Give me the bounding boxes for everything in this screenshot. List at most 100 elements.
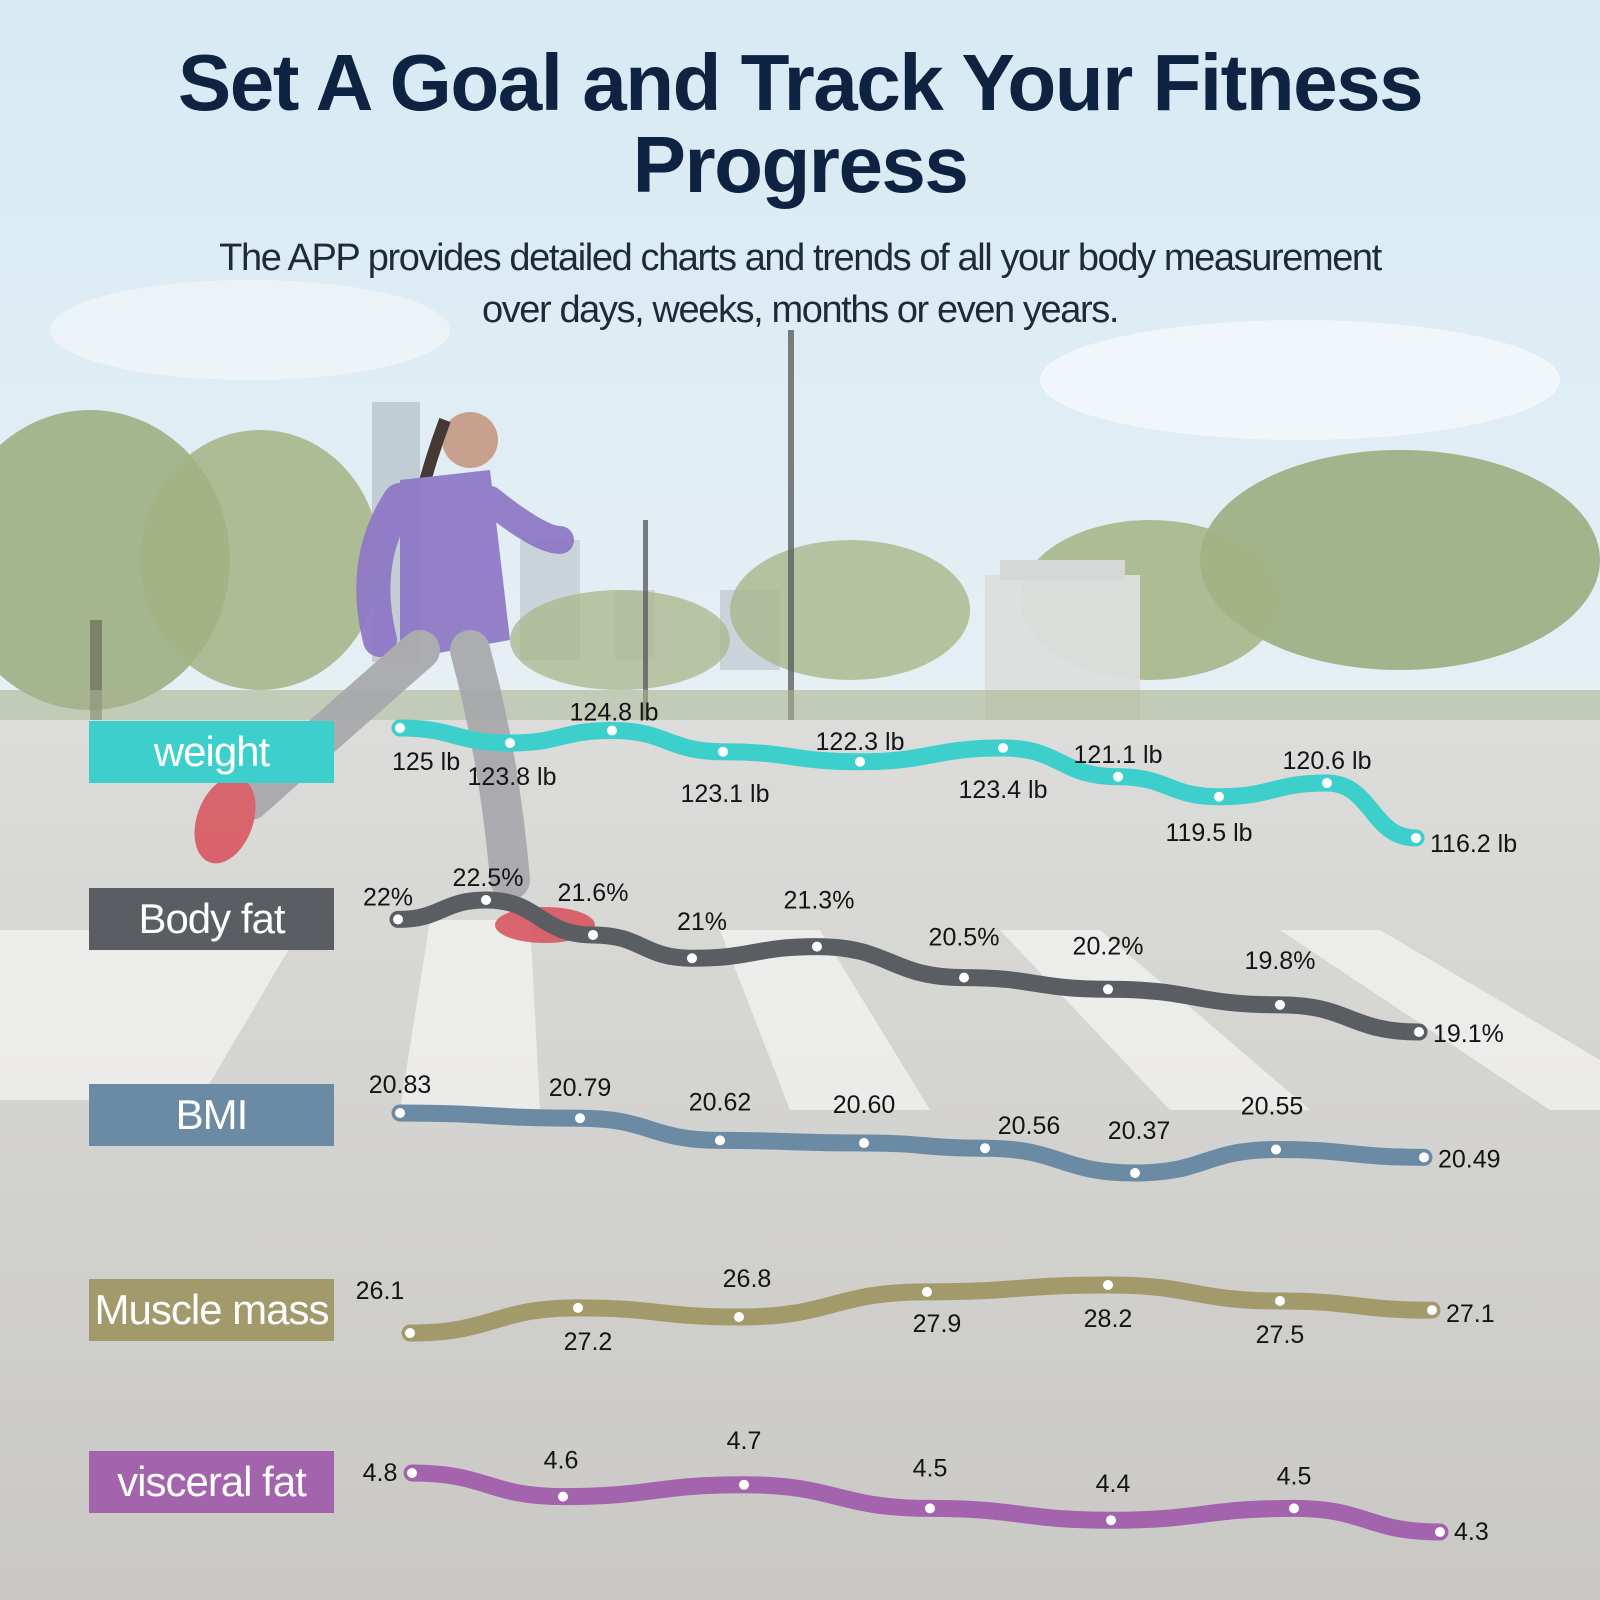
data-point-bmi	[1417, 1150, 1431, 1165]
data-label-body-fat: 22%	[363, 883, 413, 911]
data-point-muscle-mass	[1425, 1303, 1439, 1318]
data-label-bmi: 20.56	[998, 1112, 1061, 1140]
data-point-visceral-fat	[1287, 1501, 1301, 1516]
data-label-visceral-fat: 4.6	[544, 1447, 579, 1475]
data-label-weight: 123.1 lb	[681, 780, 770, 808]
data-point-body-fat	[685, 951, 699, 966]
data-point-bmi	[978, 1141, 992, 1156]
data-point-body-fat	[957, 970, 971, 985]
data-label-weight: 125 lb	[392, 748, 460, 776]
data-point-body-fat	[586, 927, 600, 942]
data-label-visceral-fat: 4.8	[363, 1459, 398, 1487]
data-point-weight	[393, 721, 407, 735]
series-line-bmi	[391, 1104, 1433, 1182]
data-point-bmi	[573, 1111, 587, 1126]
data-label-weight: 124.8 lb	[570, 699, 659, 727]
page-title: Set A Goal and Track Your Fitness Progre…	[100, 42, 1500, 206]
data-label-weight: 121.1 lb	[1074, 741, 1163, 769]
data-label-body-fat: 21%	[677, 908, 727, 936]
data-point-visceral-fat	[737, 1477, 751, 1492]
data-point-weight	[503, 736, 517, 750]
data-point-body-fat	[1101, 982, 1115, 997]
page-subtitle: The APP provides detailed charts and tre…	[150, 232, 1450, 336]
data-label-body-fat: 19.1%	[1433, 1020, 1504, 1048]
data-label-muscle-mass: 26.8	[723, 1265, 772, 1293]
data-label-bmi: 20.60	[833, 1091, 896, 1119]
data-label-body-fat: 20.5%	[929, 924, 1000, 952]
data-label-weight: 123.8 lb	[468, 763, 557, 791]
chart-visceral-fat: 4.8 4.6 4.7 4.5 4.4 4.5 4.3	[363, 1427, 1489, 1546]
data-label-bmi: 20.62	[689, 1088, 752, 1116]
data-point-muscle-mass	[1273, 1294, 1287, 1308]
subtitle-line-2: over days, weeks, months or even years.	[481, 289, 1119, 331]
data-label-body-fat: 21.6%	[558, 879, 629, 907]
data-point-weight	[605, 723, 619, 738]
data-label-muscle-mass: 26.1	[356, 1277, 405, 1305]
subtitle-line-1: The APP provides detailed charts and tre…	[219, 237, 1382, 279]
data-label-weight: 122.3 lb	[816, 728, 905, 756]
title-line-2: Progress	[632, 120, 969, 209]
metric-label-muscle-mass: Muscle mass	[89, 1279, 334, 1341]
data-point-muscle-mass	[571, 1300, 585, 1315]
data-point-bmi	[1128, 1166, 1142, 1180]
chart-body-fat: 22% 22.5% 21.6% 21% 21.3% 20.5% 20.2% 19.8% 19.1…	[363, 864, 1504, 1048]
data-point-muscle-mass	[1101, 1278, 1115, 1292]
series-line-body-fat	[389, 891, 1428, 1041]
data-point-visceral-fat	[923, 1501, 937, 1516]
data-label-visceral-fat: 4.5	[1277, 1462, 1312, 1490]
data-label-bmi: 20.83	[369, 1071, 432, 1099]
data-label-weight: 123.4 lb	[959, 776, 1048, 804]
metric-label-bmi: BMI	[89, 1084, 334, 1146]
chart-muscle-mass: 26.1 27.2 26.8 27.9 28.2 27.5 27.1	[356, 1265, 1495, 1356]
data-point-body-fat	[810, 939, 824, 954]
data-label-weight: 119.5 lb	[1165, 819, 1252, 847]
data-point-body-fat	[1273, 997, 1287, 1012]
data-point-weight	[996, 741, 1010, 755]
data-point-weight	[1111, 769, 1125, 784]
data-point-weight	[1320, 776, 1334, 790]
data-point-visceral-fat	[1433, 1525, 1447, 1539]
data-label-visceral-fat: 4.4	[1096, 1470, 1131, 1498]
data-point-visceral-fat	[556, 1489, 570, 1504]
data-point-visceral-fat	[405, 1466, 419, 1480]
data-point-muscle-mass	[920, 1284, 934, 1299]
data-point-weight	[716, 744, 730, 759]
data-label-bmi: 20.55	[1241, 1093, 1304, 1121]
data-label-muscle-mass: 27.5	[1256, 1321, 1305, 1349]
metric-label-visceral-fat: visceral fat	[89, 1451, 334, 1513]
data-point-bmi	[393, 1106, 407, 1120]
data-point-bmi	[857, 1136, 871, 1150]
data-label-muscle-mass: 27.9	[913, 1310, 962, 1338]
data-point-bmi	[1269, 1142, 1283, 1157]
metric-label-body-fat: Body fat	[89, 888, 334, 950]
data-label-muscle-mass: 27.2	[564, 1328, 613, 1356]
title-line-1: Set A Goal and Track Your Fitness	[177, 38, 1424, 127]
chart-weight: 125 lb 123.8 lb 124.8 lb 123.1 lb 122.3 lb 12…	[391, 699, 1517, 858]
data-label-body-fat: 22.5%	[453, 864, 524, 892]
data-point-muscle-mass	[403, 1326, 417, 1340]
data-label-bmi: 20.49	[1438, 1145, 1501, 1173]
data-point-weight	[853, 754, 867, 769]
data-point-bmi	[713, 1133, 727, 1148]
data-label-weight: 120.6 lb	[1283, 747, 1372, 775]
data-label-body-fat: 20.2%	[1073, 932, 1144, 960]
data-label-weight: 116.2 lb	[1430, 830, 1517, 858]
data-point-muscle-mass	[732, 1310, 746, 1324]
series-line-weight	[391, 719, 1425, 847]
data-label-visceral-fat: 4.5	[913, 1454, 948, 1482]
metric-label-weight: weight	[89, 721, 334, 783]
data-point-body-fat	[1412, 1025, 1426, 1039]
data-label-bmi: 20.79	[549, 1074, 612, 1102]
data-point-body-fat	[479, 893, 493, 907]
data-point-weight	[1409, 831, 1423, 845]
data-label-visceral-fat: 4.3	[1454, 1518, 1489, 1546]
data-label-muscle-mass: 28.2	[1084, 1305, 1133, 1333]
data-point-visceral-fat	[1104, 1513, 1118, 1528]
data-label-muscle-mass: 27.1	[1446, 1300, 1495, 1328]
chart-bmi: 20.83 20.79 20.62 20.60 20.56 20.37 20.55 20.49	[369, 1071, 1501, 1182]
data-label-body-fat: 19.8%	[1245, 947, 1316, 975]
data-label-bmi: 20.37	[1108, 1117, 1171, 1145]
data-point-body-fat	[391, 912, 405, 927]
data-point-weight	[1212, 789, 1226, 804]
